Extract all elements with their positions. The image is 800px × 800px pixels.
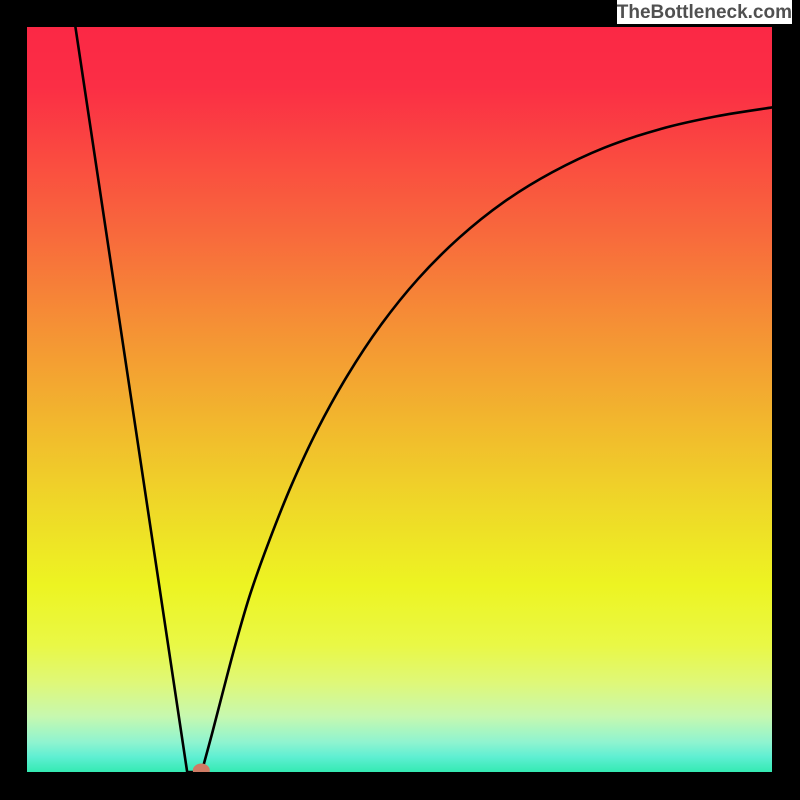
bottleneck-chart (0, 0, 800, 800)
chart-container: TheBottleneck.com (0, 0, 800, 800)
plot-gradient-background (27, 27, 772, 772)
watermark-label: TheBottleneck.com (617, 0, 792, 24)
